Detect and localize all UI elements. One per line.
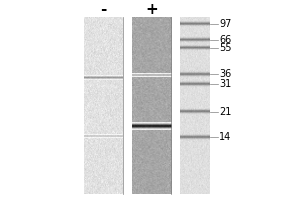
Text: 21: 21 (219, 107, 231, 117)
Text: 14: 14 (219, 132, 231, 142)
Text: 97: 97 (219, 19, 231, 29)
Text: +: + (145, 2, 158, 17)
Text: 36: 36 (219, 69, 231, 79)
Text: 31: 31 (219, 79, 231, 89)
Text: 55: 55 (219, 43, 232, 53)
Text: 66: 66 (219, 35, 231, 45)
Text: -: - (100, 2, 107, 17)
